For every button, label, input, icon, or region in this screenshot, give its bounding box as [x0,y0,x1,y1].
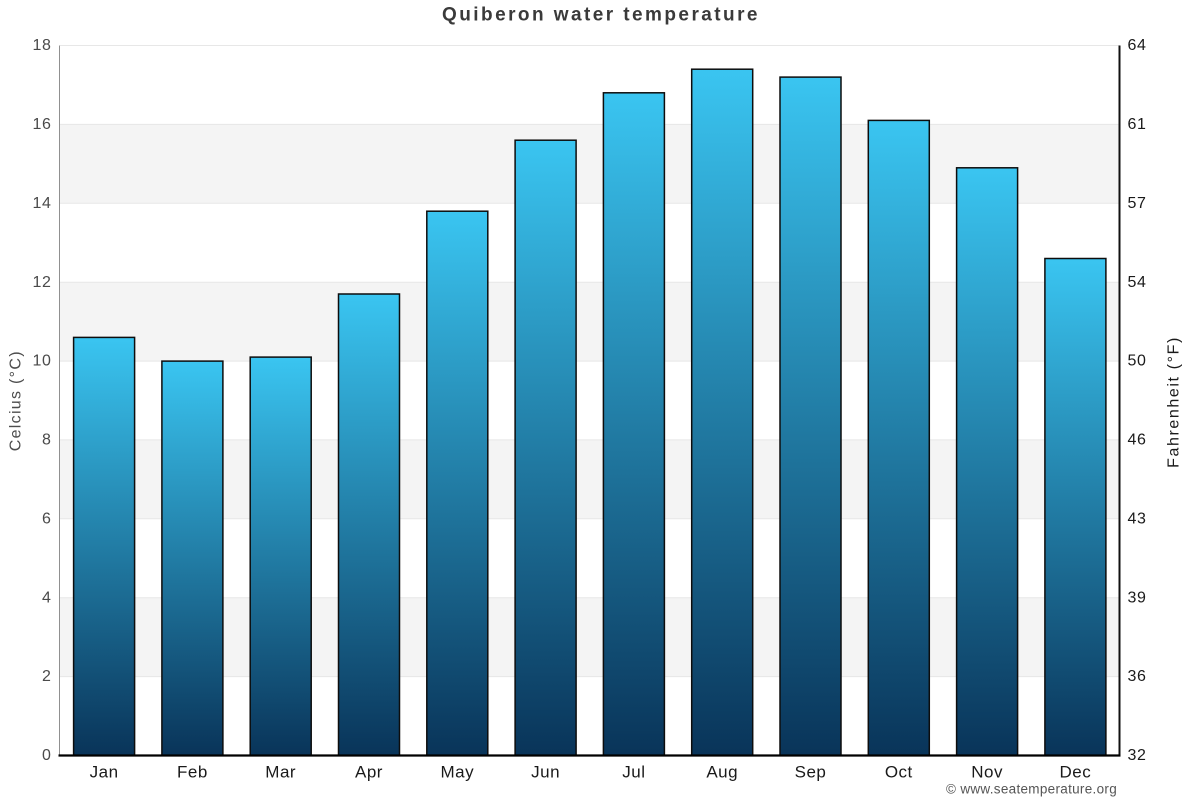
svg-text:50: 50 [1128,353,1147,370]
svg-text:8: 8 [42,432,52,449]
svg-text:Jul: Jul [622,763,645,782]
svg-text:32: 32 [1128,747,1147,764]
svg-text:61: 61 [1128,116,1147,133]
svg-text:16: 16 [33,116,52,133]
svg-text:43: 43 [1128,510,1147,527]
svg-text:Feb: Feb [177,763,208,782]
svg-text:2: 2 [42,668,52,685]
svg-text:Sep: Sep [795,763,827,782]
svg-text:Jun: Jun [531,763,560,782]
svg-text:Fahrenheit (°F): Fahrenheit (°F) [1166,336,1183,468]
svg-text:Jan: Jan [90,763,119,782]
svg-text:Nov: Nov [971,763,1003,782]
svg-text:12: 12 [33,274,52,291]
svg-text:Aug: Aug [706,763,738,782]
svg-text:18: 18 [33,37,52,54]
svg-text:6: 6 [42,510,52,527]
svg-text:10: 10 [33,353,52,370]
svg-text:0: 0 [42,747,52,764]
svg-text:46: 46 [1128,432,1147,449]
svg-text:Apr: Apr [355,763,383,782]
svg-text:Celcius (°C): Celcius (°C) [8,350,25,451]
svg-text:Oct: Oct [885,763,913,782]
svg-text:64: 64 [1128,37,1147,54]
svg-text:14: 14 [33,195,52,212]
svg-text:39: 39 [1128,589,1147,606]
svg-text:© www.seatemperature.org: © www.seatemperature.org [946,782,1117,797]
svg-text:Quiberon water temperature: Quiberon water temperature [442,5,760,26]
svg-text:54: 54 [1128,274,1147,291]
svg-text:Mar: Mar [265,763,296,782]
svg-text:57: 57 [1128,195,1147,212]
svg-text:36: 36 [1128,668,1147,685]
svg-text:May: May [440,763,474,782]
svg-text:4: 4 [42,589,52,606]
svg-text:Dec: Dec [1060,763,1092,782]
